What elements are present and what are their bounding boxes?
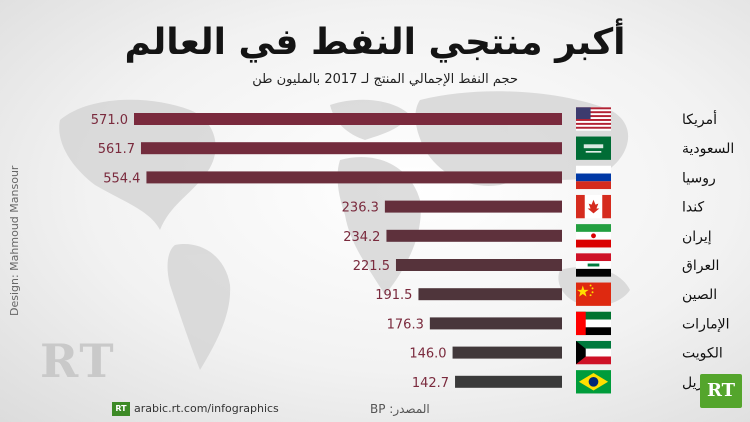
value-label-br: 142.7 <box>412 376 449 391</box>
bar-cn <box>418 288 562 301</box>
flag-us-icon <box>576 107 611 131</box>
flag-sa-icon <box>576 136 611 160</box>
value-label-kw: 146.0 <box>409 347 446 362</box>
category-label-ir: إيران <box>682 229 712 245</box>
category-label-ae: الإمارات <box>682 316 729 332</box>
website-url[interactable]: arabic.rt.com/infographics <box>134 402 279 415</box>
category-label-cn: الصين <box>682 287 717 303</box>
flag-ir-icon <box>576 224 611 248</box>
category-label-sa: السعودية <box>682 141 734 157</box>
bar-kw <box>452 346 562 359</box>
value-label-iq: 221.5 <box>353 259 390 274</box>
bar-ir <box>386 229 562 242</box>
flag-ru-icon <box>576 165 611 190</box>
bar-br <box>455 375 562 388</box>
rt-logo: RT <box>700 374 742 408</box>
rt-watermark: RT <box>40 334 116 388</box>
value-label-ae: 176.3 <box>387 317 424 332</box>
category-label-ca: كندا <box>682 200 704 216</box>
category-label-kw: الكويت <box>682 346 723 362</box>
flag-ca-icon <box>576 194 611 219</box>
value-label-ca: 236.3 <box>342 201 379 216</box>
designer-credit: Design: Mahmoud Mansour <box>8 165 21 316</box>
bar-ca <box>384 200 562 213</box>
bar-iq <box>395 259 562 271</box>
category-label-us: أمريكا <box>682 110 717 128</box>
flag-iq-icon <box>576 253 611 277</box>
value-label-cn: 191.5 <box>375 288 412 303</box>
category-label-ru: روسيا <box>682 170 716 186</box>
flag-br-icon <box>576 370 611 394</box>
bar-us <box>134 113 562 125</box>
flag-cn-icon <box>576 282 611 306</box>
chart-title: أكبر منتجي النفط في العالم <box>124 22 626 63</box>
bar-sa <box>140 142 562 155</box>
value-label-ir: 234.2 <box>343 230 380 245</box>
flag-ae-icon <box>576 311 611 336</box>
value-label-us: 571.0 <box>91 113 128 128</box>
value-label-ru: 554.4 <box>103 171 140 186</box>
value-label-sa: 561.7 <box>98 142 135 157</box>
flag-kw-icon <box>576 340 611 365</box>
bar-ae <box>429 317 562 330</box>
category-label-iq: العراق <box>682 258 719 274</box>
rt-small-logo: RT <box>112 402 130 416</box>
bars-group: 571.0 أمريكا 561.7 السعودية 554.4 روسيا 236.3 ك… <box>91 107 734 394</box>
chart-subtitle: حجم النفط الإجمالي المنتج لـ 2017 بالملي… <box>252 72 518 87</box>
bar-ru <box>146 171 562 184</box>
source-label: المصدر: BP <box>370 402 430 416</box>
